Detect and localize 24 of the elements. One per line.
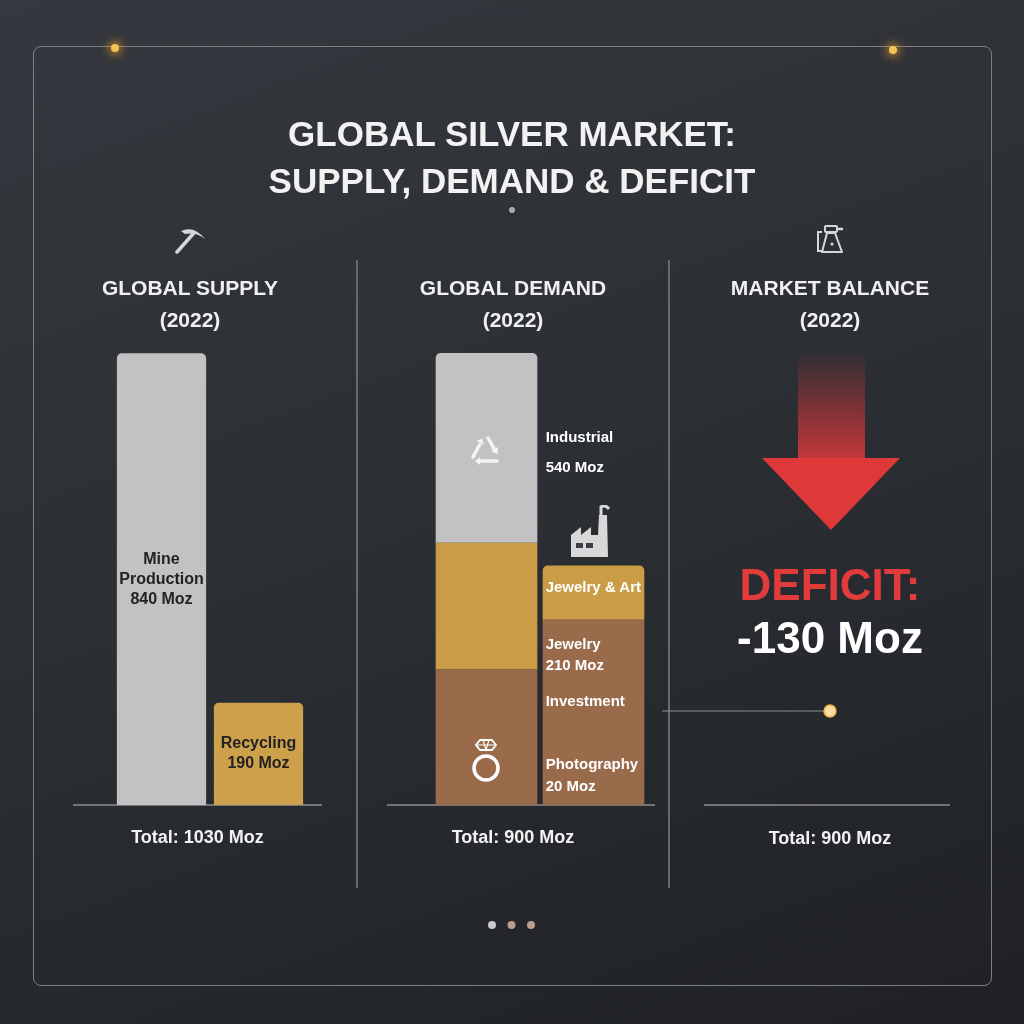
x-tick-label: Mine Production (119, 549, 204, 587)
annotation: 540 Moz (545, 458, 605, 476)
text: MARKET BALANCE (729, 275, 931, 301)
chart-title: GLOBAL DEMAND (418, 275, 608, 301)
text: -130 Moz (736, 613, 924, 663)
text: Total: 900 Moz (767, 827, 893, 850)
data-label: 840 Moz (130, 589, 193, 607)
annotation: Jewelry & Art (545, 578, 641, 596)
annotation: Photography (545, 755, 639, 773)
annotation: 20 Moz (545, 777, 596, 795)
text: Total: 1030 Moz (131, 826, 264, 847)
annotation: Jewelry (545, 635, 602, 653)
chart-subtitle: (2022) (481, 307, 545, 333)
annotation: 210 Moz (545, 656, 605, 674)
annotation: Investment (545, 692, 625, 710)
x-tick-label: Recycling (220, 734, 297, 752)
text: (2022) (798, 307, 862, 333)
text: DEFICIT: (738, 560, 922, 610)
chart-subtitle: (2022) (158, 307, 222, 333)
text: GLOBAL SILVER MARKET: SUPPLY, DEMAND & DEFICIT (267, 113, 757, 202)
annotation: Industrial (545, 428, 614, 446)
text: Total: 900 Moz (451, 826, 575, 847)
data-label: 190 Moz (227, 754, 290, 772)
chart-title: GLOBAL SUPPLY (100, 275, 280, 301)
